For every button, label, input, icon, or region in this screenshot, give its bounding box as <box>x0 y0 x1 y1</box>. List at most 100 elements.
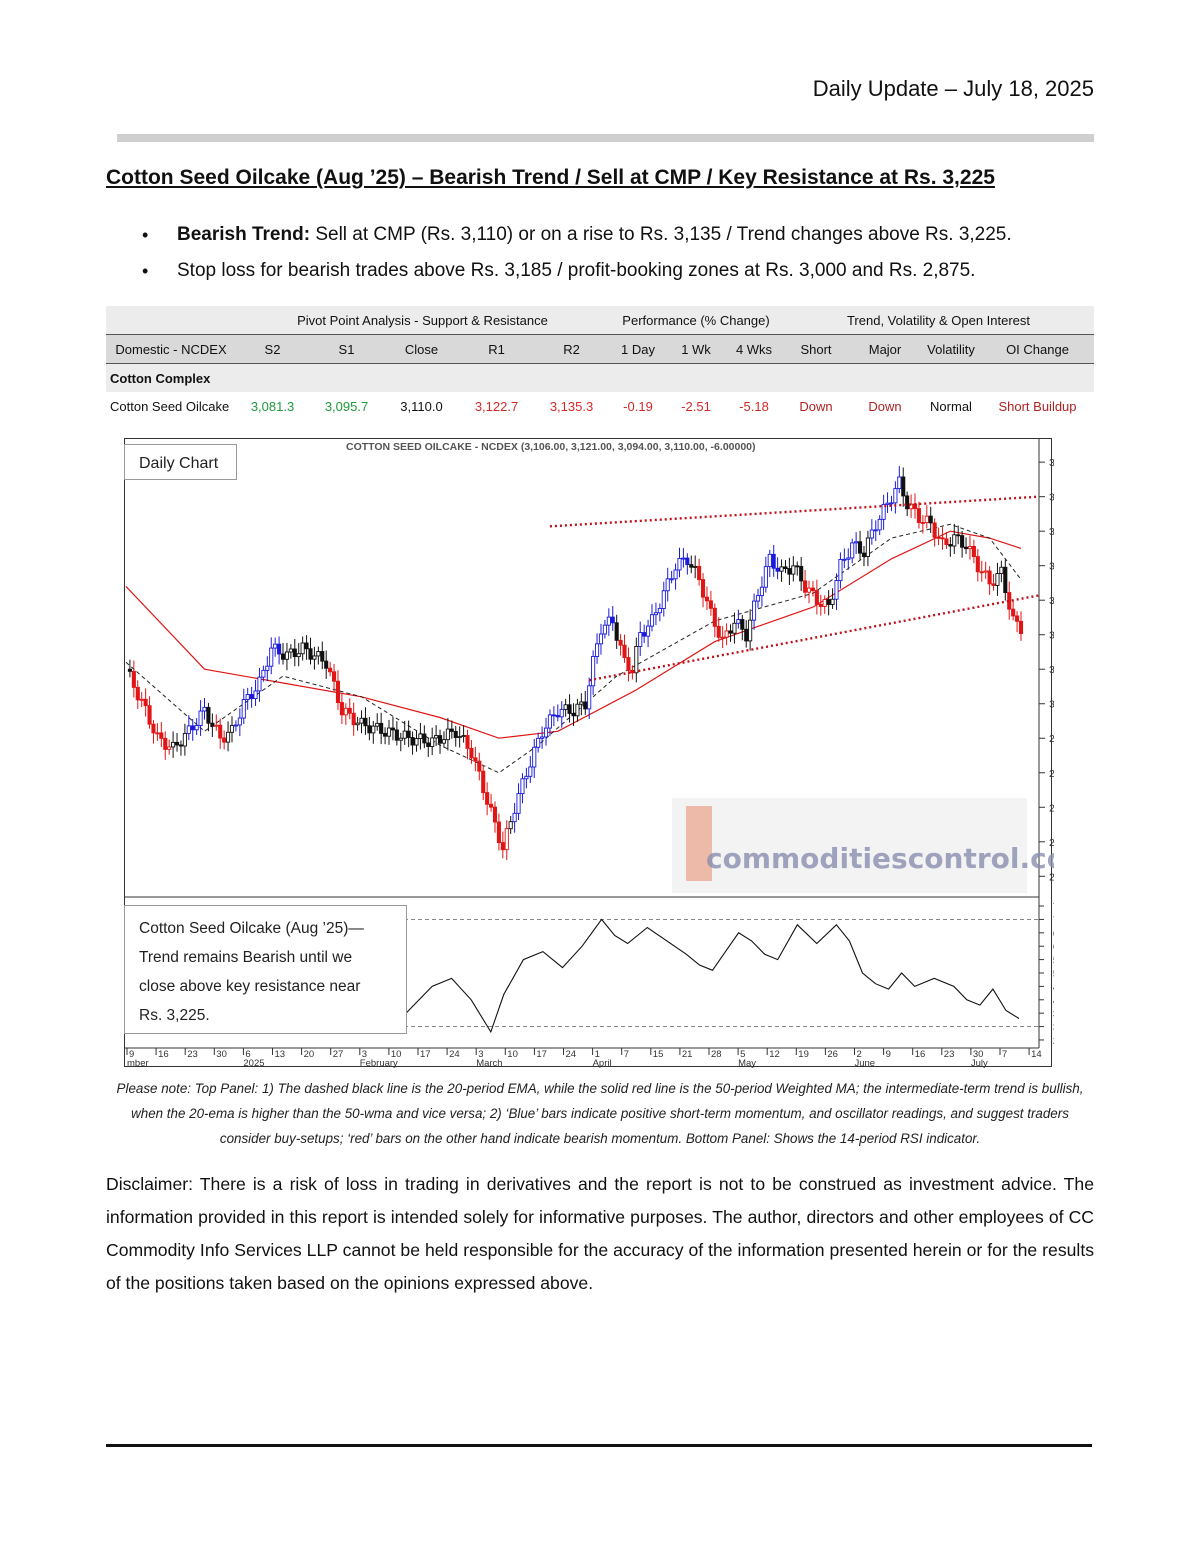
candle-body <box>320 651 325 662</box>
candle-body <box>379 722 384 734</box>
candle-body <box>693 565 698 568</box>
candle-body <box>300 642 305 655</box>
rsi-tick-label: 45 <box>1053 982 1054 993</box>
date-tick-label: 30 <box>216 1049 227 1060</box>
date-tick-label: 5 <box>740 1049 745 1060</box>
candle-body <box>948 544 953 547</box>
candlesticks <box>127 466 1024 861</box>
candle-body <box>579 701 584 705</box>
candle-body <box>677 557 682 571</box>
col-header: 1 Wk <box>667 334 725 364</box>
candle-body <box>465 735 470 749</box>
candle-body <box>257 676 262 692</box>
candle-body <box>928 515 933 524</box>
candle-body <box>618 639 623 646</box>
candle-body <box>229 725 235 733</box>
table-section-row: Cotton Complex <box>106 363 1094 392</box>
candle-body <box>249 694 254 700</box>
candle-body <box>343 707 348 716</box>
rsi-tick-label: 35 <box>1053 1009 1054 1020</box>
chart-svg: COTTON SEED OILCAKE - NCDEX (3,106.00, 3… <box>124 438 1095 1069</box>
candle-body <box>783 566 788 569</box>
rsi-line <box>405 918 1020 1034</box>
rsi-tick-label: 65 <box>1053 929 1054 940</box>
col-header: Close <box>384 334 459 364</box>
candle-body <box>151 723 156 734</box>
candle-body <box>587 685 592 710</box>
candle-body <box>241 699 246 719</box>
candle-body <box>273 643 278 649</box>
candle-body <box>979 571 984 574</box>
candle-body <box>174 741 180 746</box>
candle-body <box>661 590 666 609</box>
daily-chart: COTTON SEED OILCAKE - NCDEX (3,106.00, 3… <box>124 438 1095 1073</box>
rsi-note-line: Rs. 3,225. <box>139 1007 210 1024</box>
candle-body <box>202 706 207 712</box>
date-tick-label: 28 <box>711 1049 722 1060</box>
candle-body <box>555 715 560 718</box>
candle-body <box>740 619 745 630</box>
candle-body <box>547 714 552 729</box>
candle-body <box>540 736 545 739</box>
col-header: R1 <box>459 334 534 364</box>
date-tick-label: 13 <box>274 1049 285 1060</box>
group-pivot: Pivot Point Analysis - Support & Resista… <box>236 306 609 335</box>
candle-body <box>135 686 140 701</box>
col-header: R2 <box>534 334 609 364</box>
note-box <box>124 905 407 1034</box>
candle-body <box>850 542 855 559</box>
candle-body <box>975 556 980 573</box>
col-header: Major <box>849 334 921 364</box>
header-divider <box>117 134 1094 142</box>
candle-body <box>355 722 360 726</box>
candle-body <box>873 529 878 532</box>
candle-body <box>351 712 356 726</box>
candle-body <box>163 737 168 750</box>
candle-body <box>563 704 568 710</box>
rsi-note-text: Cotton Seed Oilcake (Aug ’25)— Trend rema… <box>139 920 364 1024</box>
group-performance: Performance (% Change) <box>609 306 783 335</box>
watermark-logo <box>686 806 712 881</box>
candle-body <box>748 619 753 642</box>
candle-body <box>963 546 969 550</box>
candle-body <box>131 670 136 688</box>
candle-body <box>437 735 443 744</box>
candle-body <box>359 717 364 724</box>
candle-body <box>226 731 231 743</box>
candle-body <box>685 557 690 566</box>
candle-body <box>1003 566 1008 593</box>
daily-chart-label: Daily Chart <box>139 455 219 472</box>
candle-body <box>755 595 761 602</box>
candle-body <box>500 842 505 851</box>
candle-body <box>920 522 925 524</box>
col-header: 1 Day <box>609 334 667 364</box>
date-tick-label: 19 <box>798 1049 809 1060</box>
watermark-text: commoditiescontrol.com <box>706 842 1054 875</box>
col-header: OI Change <box>981 334 1094 364</box>
price-tick-label: 2950 <box>1049 733 1054 745</box>
candle-body <box>339 702 344 716</box>
candle-body <box>292 648 297 658</box>
candle-body <box>924 515 929 523</box>
cell-4wks: -5.18 <box>739 398 769 414</box>
candle-body <box>371 725 376 734</box>
date-tick-label: 14 <box>1031 1049 1042 1060</box>
candle-body <box>167 746 172 750</box>
rsi-note-box: Cotton Seed Oilcake (Aug ’25)— Trend rema… <box>124 905 407 1034</box>
daily-chart-label-box: Daily Chart <box>124 444 237 480</box>
candle-body <box>606 616 611 626</box>
candle-body <box>402 730 407 739</box>
date-tick-label: 7 <box>624 1049 629 1060</box>
candle-body <box>897 476 902 490</box>
candle-body <box>331 671 337 682</box>
cell-s2: 3,081.3 <box>250 398 295 414</box>
candle-body <box>991 583 996 586</box>
candle-body <box>646 625 651 637</box>
candle-body <box>759 586 764 597</box>
candle-body <box>280 653 286 660</box>
candle-body <box>708 600 713 609</box>
price-tick-label: 3000 <box>1049 699 1054 711</box>
date-tick-label: 24 <box>565 1049 576 1060</box>
candle-body <box>386 727 392 737</box>
rsi-tick-label: 75 <box>1053 902 1054 913</box>
